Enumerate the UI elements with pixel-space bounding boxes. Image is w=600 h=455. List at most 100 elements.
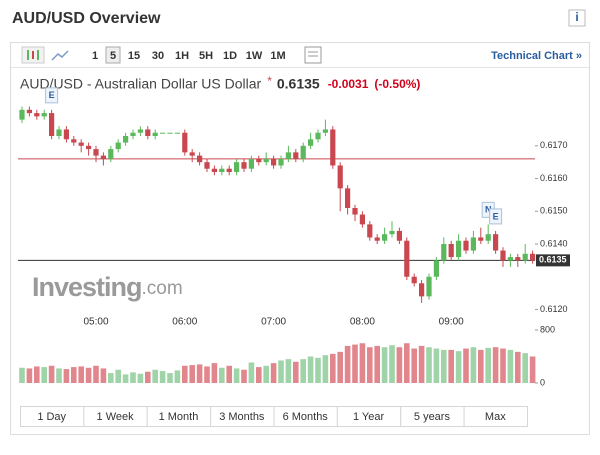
event-label: E [49, 90, 55, 100]
candle-body [493, 234, 499, 251]
volume-bar [63, 369, 70, 383]
range-label: 1 Year [353, 411, 385, 423]
y-tick-label: 0.6150 [540, 206, 568, 216]
candle-glyph [27, 50, 39, 60]
x-tick-label: 08:00 [350, 317, 375, 328]
volume-bar [411, 348, 417, 383]
logo-brand-text: Investing [32, 272, 142, 302]
candle-body [285, 152, 291, 159]
range-label: 1 Week [97, 411, 135, 423]
candle-body [108, 149, 114, 159]
candle-body [130, 132, 136, 136]
volume-bar [145, 371, 151, 383]
volume-bar [389, 345, 395, 383]
volume-bar [330, 353, 336, 383]
volume-bar [307, 356, 314, 383]
volume-bar [359, 343, 366, 383]
candle-body [426, 276, 432, 297]
volume-tick-label: 0 [540, 377, 545, 387]
range-label: 1 Month [159, 411, 199, 423]
candle-body [367, 224, 373, 238]
y-tick-label: 0.6170 [540, 140, 568, 150]
volume-bar [293, 361, 299, 383]
volume-bar [270, 363, 277, 383]
interval-button[interactable]: 1 [92, 50, 98, 62]
range-label: 6 Months [283, 411, 329, 423]
candle-body [174, 132, 180, 134]
panel [10, 42, 590, 435]
volume-bar [337, 351, 343, 383]
volume-bar [352, 344, 358, 383]
volume-bar [515, 351, 521, 383]
interval-button[interactable]: 15 [128, 50, 140, 62]
info-icon[interactable]: i [575, 10, 578, 24]
volume-bar [455, 351, 462, 383]
candle-body [441, 244, 447, 261]
volume-bar [93, 365, 99, 383]
candle-body [241, 162, 247, 169]
volume-bar [285, 359, 292, 383]
volume-bar [492, 347, 499, 383]
volume-bar [263, 365, 269, 383]
volume-bar [85, 367, 92, 383]
candle-body [167, 132, 173, 134]
volume-bar [211, 363, 218, 383]
interval-button[interactable]: 5 [110, 50, 116, 62]
candle-body [322, 129, 328, 133]
candle-body [34, 113, 40, 117]
volume-bar [470, 347, 477, 383]
interval-button[interactable]: 30 [152, 50, 164, 62]
technical-chart-link[interactable]: Technical Chart » [491, 50, 582, 62]
candle-body [93, 149, 99, 156]
candle-body [478, 237, 484, 241]
range-button[interactable] [463, 406, 528, 427]
interval-button[interactable]: 1D [223, 50, 237, 62]
last-price-label: 0.6135 [539, 255, 567, 265]
candle-body [226, 168, 232, 172]
candle-body [359, 214, 365, 225]
x-tick-label: 09:00 [439, 317, 464, 328]
volume-bar [344, 345, 351, 383]
candle-body [530, 253, 536, 261]
info-button[interactable] [568, 9, 586, 27]
quote-name: AUD/USD - Australian Dollar US Dollar [20, 76, 262, 92]
candle-body [522, 253, 528, 261]
volume-bar [448, 349, 454, 383]
event-label: N [485, 205, 492, 215]
range-buttons: 1 Day 1 Week 1 Month 3 Months 6 Months 1 Year… [20, 406, 528, 427]
volume-bar [196, 364, 203, 383]
volume-bar [48, 365, 55, 383]
interval-button[interactable]: 5H [199, 50, 213, 62]
volume-bar [367, 347, 373, 383]
candle-body [337, 165, 343, 189]
event-marker[interactable] [45, 87, 59, 104]
candle-body [507, 257, 513, 261]
candle-body [463, 240, 469, 251]
volume-bar [300, 359, 306, 383]
candle-body [278, 158, 284, 166]
interval-button[interactable]: 1H [175, 50, 189, 62]
candle-body [389, 230, 395, 235]
volume-bar [78, 366, 84, 383]
volume-bar [426, 347, 432, 383]
event-marker[interactable] [489, 208, 503, 225]
settings-icon[interactable] [304, 46, 322, 64]
interval-button[interactable]: 1M [270, 50, 285, 62]
candle-body [41, 113, 47, 117]
candle-body [26, 109, 32, 114]
volume-bar [529, 356, 536, 383]
volume-bar [71, 367, 77, 383]
candle-body [160, 132, 166, 134]
volume-bar [404, 343, 410, 383]
candle-body [189, 152, 195, 156]
candle-body [456, 240, 462, 258]
volume-bar [418, 345, 425, 383]
volume-bar [500, 348, 506, 383]
volume-bar [159, 371, 166, 383]
line-icon[interactable] [51, 50, 69, 61]
candle-body [396, 230, 402, 241]
interval-button[interactable]: 1W [246, 50, 263, 62]
y-tick-label: 0.6160 [540, 173, 568, 183]
